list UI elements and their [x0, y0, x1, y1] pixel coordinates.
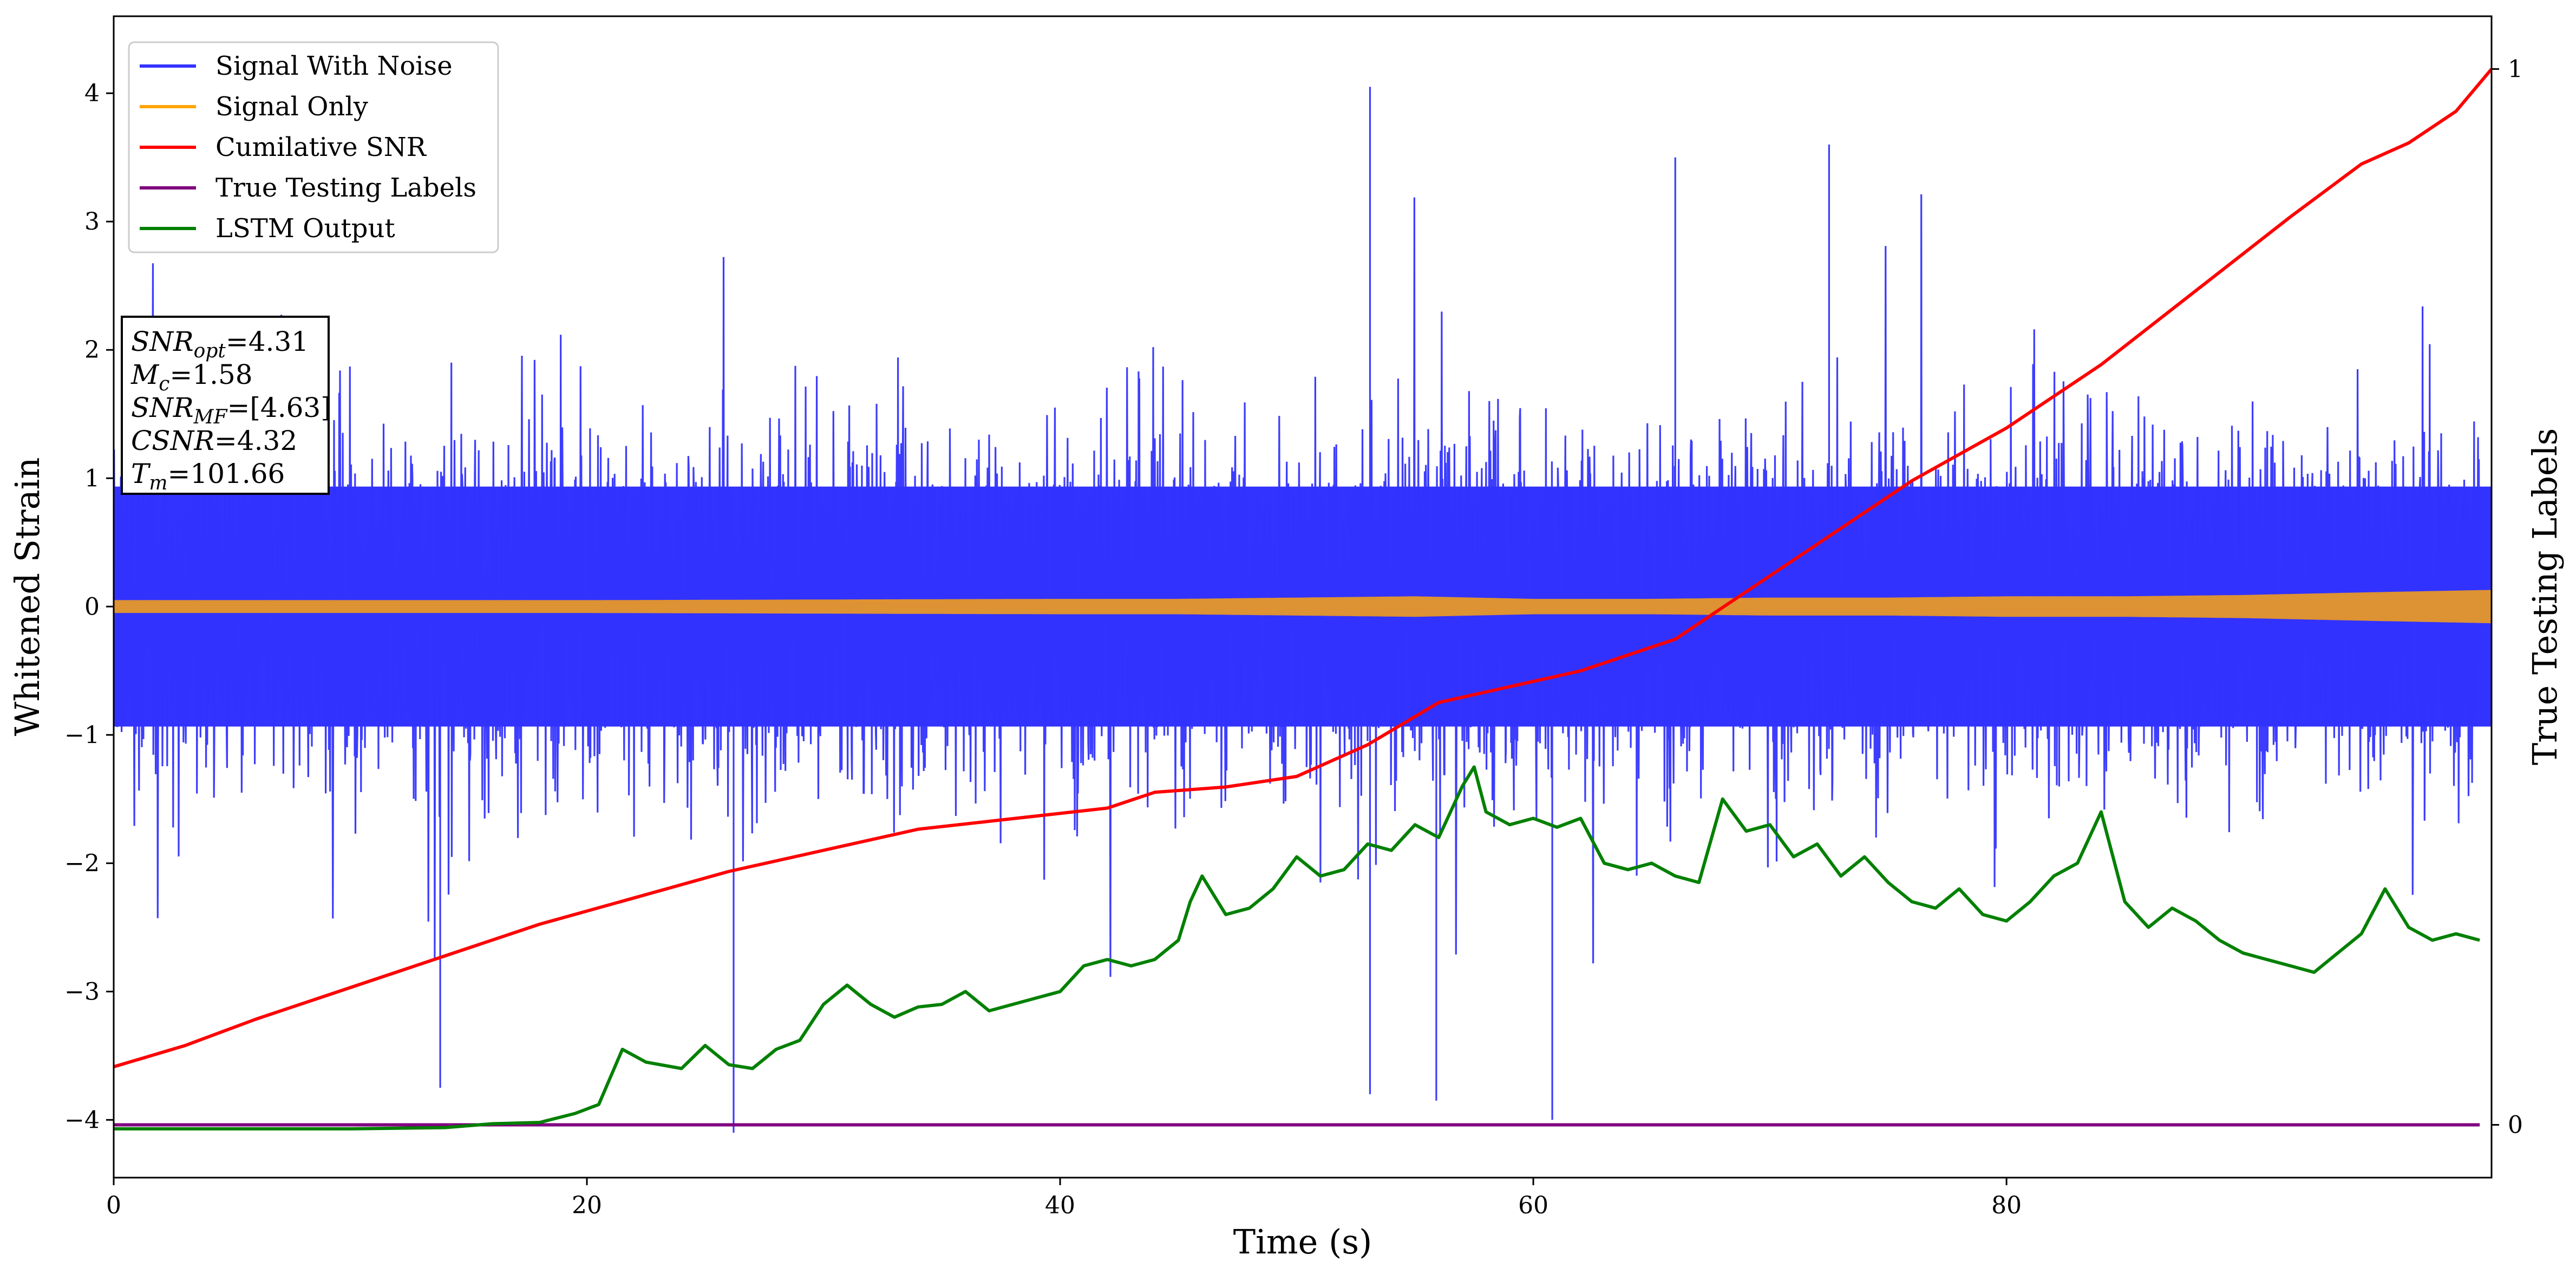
y-tick-label: −2	[64, 850, 100, 877]
legend-label: True Testing Labels	[215, 173, 476, 203]
y-tick-label: 0	[84, 593, 100, 620]
info-box: SNRopt=4.31Mc=1.58SNRMF=[4.63]CSNR=4.32T…	[121, 316, 331, 495]
info-line: SNRMF=[4.63]	[131, 392, 331, 428]
legend-items: Signal With Noise Signal Only Cumilative S…	[140, 51, 476, 244]
plot-frame	[113, 15, 2493, 1179]
signal-only-envelope	[114, 590, 2492, 624]
legend-label: Signal With Noise	[215, 51, 453, 81]
signal-only-series	[114, 590, 2492, 624]
x-axis-title: Time (s)	[1233, 1222, 1372, 1262]
info-lines: SNRopt=4.31Mc=1.58SNRMF=[4.63]CSNR=4.32T…	[130, 326, 331, 494]
y-axis-title: Whitened Strain	[8, 458, 47, 736]
info-line: CSNR=4.32	[131, 425, 297, 456]
x-tick-label: 60	[1518, 1192, 1548, 1219]
lstm-output-line	[114, 765, 2480, 1131]
legend-box	[128, 41, 499, 253]
cumulative-snr-line	[114, 68, 2492, 1069]
y2-axis-title: True Testing Labels	[2525, 428, 2565, 766]
info-line: Mc=1.58	[130, 359, 253, 395]
y2-tick-label: 0	[2508, 1112, 2523, 1139]
y-tick-label: −3	[64, 978, 100, 1005]
legend: Signal With Noise Signal Only Cumilative S…	[128, 41, 499, 253]
x-tick-label: 40	[1045, 1192, 1075, 1219]
y-tick-label: −1	[64, 721, 100, 749]
y-tick-label: 4	[84, 80, 100, 107]
y-tick-label: 2	[84, 336, 100, 364]
x-tick-label: 0	[106, 1192, 121, 1219]
y-tick-label: 1	[84, 465, 100, 492]
x-tick-label: 20	[572, 1192, 602, 1219]
y-tick-label: −4	[64, 1106, 100, 1134]
info-box-frame	[121, 316, 330, 495]
y-tick-label: 3	[84, 208, 100, 236]
x-tick-label: 80	[1991, 1192, 2022, 1219]
info-line: Tm=101.66	[131, 458, 285, 494]
info-line: SNRopt=4.31	[131, 326, 309, 362]
legend-label: Signal Only	[215, 92, 368, 122]
y2-tick-label: 1	[2508, 56, 2523, 83]
line-series-layer	[114, 68, 2492, 1131]
legend-label: LSTM Output	[215, 213, 395, 244]
legend-label: Cumilative SNR	[215, 132, 427, 162]
